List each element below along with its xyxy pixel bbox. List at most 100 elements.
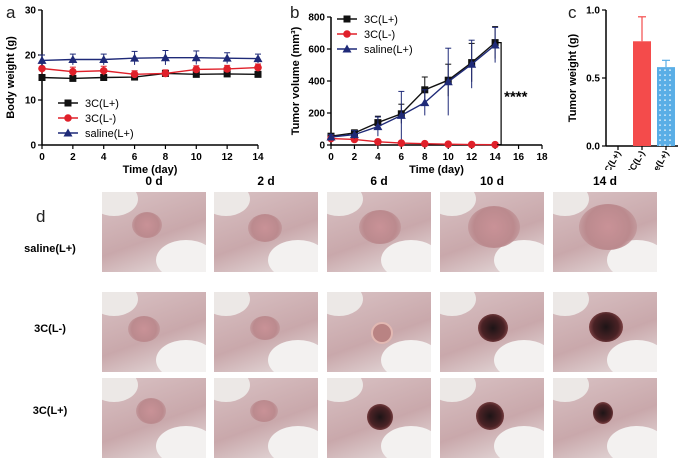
data-point [223, 65, 231, 73]
col-header-0d: 0 d [102, 174, 206, 188]
bar-texture-dot [664, 99, 666, 101]
legend-label: 3C(L-) [85, 113, 116, 125]
bar-texture-dot [664, 69, 666, 71]
data-point [254, 64, 262, 72]
data-point [468, 141, 476, 149]
bar-texture-dot [669, 69, 671, 71]
photo-3c-lminus-2d [214, 292, 318, 372]
x-tick-label: 12 [466, 152, 478, 163]
bar-texture-dot [659, 74, 661, 76]
bar-texture-dot [659, 114, 661, 116]
x-tick-label: 0 [328, 152, 334, 163]
bar-texture-dot [669, 119, 671, 121]
bar-texture-dot [659, 84, 661, 86]
photo-3c-lplus-0d [102, 378, 206, 458]
data-point [100, 67, 108, 75]
bar-texture-dot [664, 74, 666, 76]
bar-texture-dot [659, 94, 661, 96]
bar-texture-dot [669, 124, 671, 126]
y-tick-label: 800 [308, 13, 325, 24]
y-tick-label: 400 [308, 77, 325, 88]
photo-3c-lplus-6d [327, 378, 431, 458]
y-axis-title: Body weight (g) [5, 36, 17, 119]
bar-texture-dot [669, 79, 671, 81]
y-tick-label: 200 [308, 109, 325, 120]
x-tick-label: 4 [375, 152, 381, 163]
y-tick-label: 0.0 [586, 142, 600, 153]
col-header-14d: 14 d [553, 174, 657, 188]
bar-texture-dot [659, 89, 661, 91]
data-point [374, 138, 382, 146]
legend-marker [65, 100, 72, 107]
data-point [398, 139, 406, 147]
bar-texture-dot [659, 99, 661, 101]
bar [633, 41, 651, 146]
bar-texture-dot [664, 104, 666, 106]
bar-texture-dot [659, 139, 661, 141]
data-point [162, 70, 170, 78]
x-tick-label: 8 [422, 152, 428, 163]
photo-saline-6d [327, 192, 431, 272]
y-tick-label: 0.5 [586, 74, 600, 85]
y-tick-label: 20 [25, 51, 37, 62]
bar-texture-dot [664, 129, 666, 131]
photo-saline-14d [553, 192, 657, 272]
x-tick-label: 8 [163, 152, 169, 163]
bar-texture-dot [659, 69, 661, 71]
x-tick-label: 2 [352, 152, 358, 163]
y-tick-label: 0 [319, 141, 325, 152]
data-point [131, 71, 139, 79]
tumor-volume-chart: 0 200 400 600 800 0 2 4 6 8 10 12 14 16 18 Time (day) Tu… [285, 0, 565, 185]
significance-label: **** [504, 89, 528, 106]
bar-texture-dot [669, 114, 671, 116]
photo-3c-lminus-10d [440, 292, 544, 372]
bar-texture-dot [669, 99, 671, 101]
col-header-6d: 6 d [327, 174, 431, 188]
series-line [331, 43, 495, 137]
bar-texture-dot [669, 74, 671, 76]
bar-texture-dot [669, 139, 671, 141]
bar-texture-dot [664, 144, 666, 146]
x-tick-label: 10 [443, 152, 455, 163]
bar-texture-dot [664, 119, 666, 121]
photo-3c-lminus-0d [102, 292, 206, 372]
bar-texture-dot [664, 79, 666, 81]
photo-3c-lminus-14d [553, 292, 657, 372]
significance-bracket [497, 43, 501, 145]
bar-texture-dot [659, 124, 661, 126]
row-header-3c-lplus: 3C(L+) [2, 405, 98, 417]
row-header-saline: saline(L+) [2, 243, 98, 255]
x-tick-label: saline(L+) [641, 149, 671, 170]
x-tick-label: 6 [132, 152, 138, 163]
data-point [38, 65, 46, 73]
bar-texture-dot [664, 134, 666, 136]
bar-texture-dot [659, 129, 661, 131]
panel-letter-d: d [36, 207, 45, 226]
col-header-2d: 2 d [214, 174, 318, 188]
x-tick-label: 16 [513, 152, 525, 163]
x-tick-label: 12 [222, 152, 234, 163]
legend-marker [343, 30, 351, 38]
photo-3c-lplus-14d [553, 378, 657, 458]
photo-saline-10d [440, 192, 544, 272]
bar-texture-dot [664, 124, 666, 126]
bar-texture-dot [669, 94, 671, 96]
bar-texture-dot [669, 84, 671, 86]
x-tick-label: 10 [191, 152, 203, 163]
bar-texture-dot [664, 139, 666, 141]
bar-texture-dot [669, 104, 671, 106]
row-header-3c-lminus: 3C(L-) [2, 323, 98, 335]
bar-texture-dot [669, 134, 671, 136]
x-tick-label: 2 [70, 152, 76, 163]
y-axis-title: Tumor volume (mm³) [290, 26, 302, 135]
bar-texture-dot [659, 144, 661, 146]
bar-texture-dot [664, 94, 666, 96]
bar-texture-dot [669, 129, 671, 131]
y-tick-label: 10 [25, 96, 37, 107]
col-header-10d: 10 d [440, 174, 544, 188]
bar-texture-dot [664, 114, 666, 116]
data-point [255, 71, 262, 78]
x-tick-label: 6 [399, 152, 405, 163]
data-point [69, 68, 77, 76]
tumor-weight-chart: 0.00.51.0Tumor weight (g)3C(L+) 3C(L-)sal… [562, 0, 682, 170]
